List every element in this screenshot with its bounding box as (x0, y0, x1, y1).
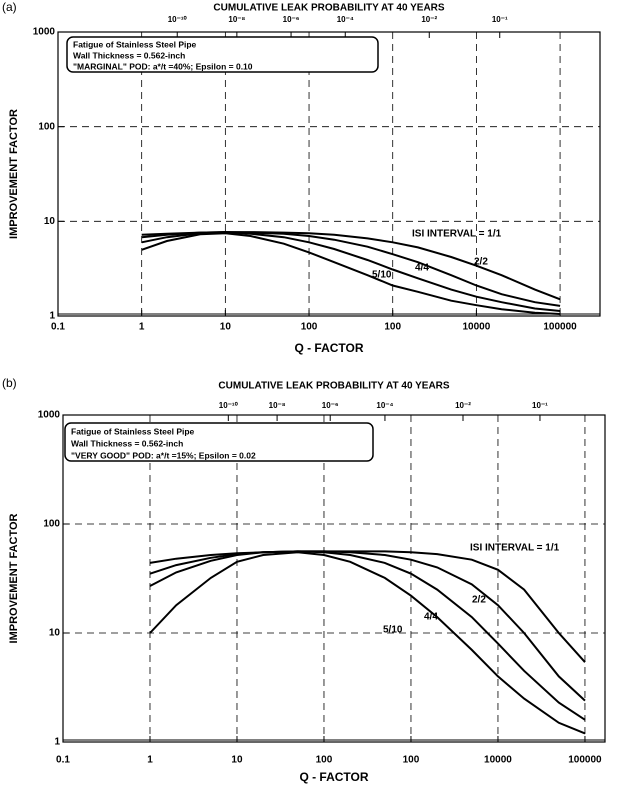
plot-frame (62, 414, 606, 743)
annotation-line: Wall Thickness = 0.562-inch (73, 50, 185, 60)
x2-tick-label: 10⁻⁶ (283, 15, 300, 24)
panel-label: (b) (2, 376, 17, 390)
y-tick-label: 10 (44, 216, 56, 227)
curve-label: 2/2 (474, 257, 488, 268)
panel-label: (a) (2, 0, 17, 14)
x-tick-label: 100 (403, 755, 420, 766)
y-axis-title: IMPROVEMENT FACTOR (8, 109, 20, 239)
plot-frame (57, 31, 601, 317)
x-tick-label: 10000 (484, 755, 512, 766)
y-tick-label: 100 (38, 121, 55, 132)
annotation-line: "VERY GOOD" POD: a*/t =15%; Epsilon = 0.… (71, 450, 256, 460)
curve (141, 231, 561, 301)
annotation-line: Fatigue of Stainless Steel Pipe (71, 426, 195, 436)
x2-tick-label: 10⁻⁸ (228, 15, 245, 24)
x-axis-title: Q - FACTOR (299, 770, 368, 784)
curve-label: 5/10 (372, 270, 392, 281)
x-tick-label: 0.1 (56, 755, 70, 766)
x-tick-label: 100 (316, 755, 333, 766)
y-tick-label: 1 (49, 311, 55, 322)
x2-tick-label: 10⁻⁶ (322, 401, 339, 410)
curve (149, 550, 586, 702)
curve-label: ISI INTERVAL = 1/1 (470, 543, 560, 554)
x2-tick-label: 10⁻⁴ (337, 15, 354, 24)
x2-tick-label: 10⁻² (455, 401, 471, 410)
curve-label: 4/4 (424, 612, 438, 623)
curve (149, 550, 586, 721)
x2-tick-label: 10⁻⁴ (376, 401, 393, 410)
curve (141, 232, 561, 315)
annotation-line: Wall Thickness = 0.562-inch (71, 438, 183, 448)
x2-tick-label: 10⁻¹⁰ (219, 401, 239, 410)
x2-tick-label: 10⁻¹⁰ (168, 15, 188, 24)
x-tick-label: 100 (301, 322, 318, 333)
x-tick-label: 1 (139, 322, 145, 333)
curve-label: 2/2 (472, 595, 486, 606)
curve (141, 231, 561, 312)
x-tick-label: 1 (147, 755, 153, 766)
top-axis-title: CUMULATIVE LEAK PROBABILITY AT 40 YEARS (213, 3, 444, 14)
x-axis-title: Q - FACTOR (294, 341, 363, 355)
curve-label: 5/10 (383, 625, 403, 636)
y-axis-title: IMPROVEMENT FACTOR (8, 513, 20, 643)
y-tick-label: 1000 (33, 27, 56, 38)
curve (149, 551, 586, 735)
annotation-box (64, 422, 374, 462)
curve-label: 4/4 (415, 263, 429, 274)
y-tick-label: 100 (43, 519, 60, 530)
y-tick-label: 10 (49, 628, 61, 639)
x2-tick-label: 10⁻⁸ (269, 401, 286, 410)
annotation-box (66, 36, 379, 73)
x2-tick-label: 10⁻¹ (532, 401, 548, 410)
annotation-line: "MARGINAL" POD: a*/t =40%; Epsilon = 0.1… (73, 61, 253, 71)
top-axis-title: CUMULATIVE LEAK PROBABILITY AT 40 YEARS (218, 381, 449, 392)
curve (149, 550, 586, 663)
x-tick-label: 10000 (462, 322, 490, 333)
curve-label: ISI INTERVAL = 1/1 (412, 229, 502, 240)
x2-tick-label: 10⁻² (421, 15, 437, 24)
x-tick-label: 100 (384, 322, 401, 333)
y-tick-label: 1 (54, 737, 60, 748)
x2-tick-label: 10⁻¹ (492, 15, 508, 24)
x-tick-label: 100000 (543, 322, 577, 333)
annotation-line: Fatigue of Stainless Steel Pipe (73, 39, 197, 49)
x-tick-label: 0.1 (51, 322, 65, 333)
y-tick-label: 1000 (38, 410, 61, 421)
x-tick-label: 10 (231, 755, 243, 766)
x-tick-label: 10 (220, 322, 232, 333)
x-tick-label: 100000 (568, 755, 602, 766)
